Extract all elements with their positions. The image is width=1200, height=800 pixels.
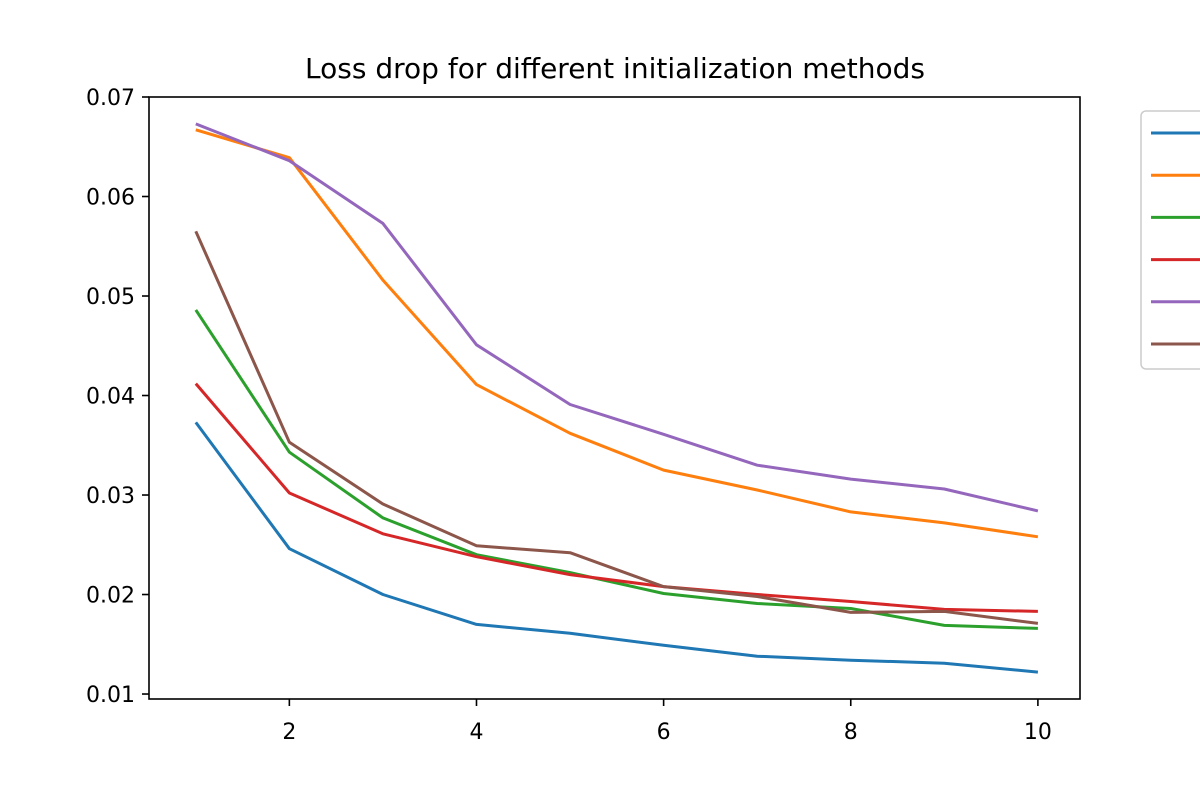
series-line-3 <box>194 309 1038 630</box>
y-tick-label: 0.03 <box>86 484 135 509</box>
legend <box>1140 110 1200 370</box>
x-tick-label: 6 <box>657 720 671 745</box>
series-line-6 <box>194 230 1039 625</box>
y-tick-label: 0.02 <box>86 584 135 609</box>
x-axis: 2 4 6 8 10 <box>282 699 1052 745</box>
series-line-5 <box>195 122 1039 513</box>
x-tick-label: 2 <box>282 720 296 745</box>
x-tick-label: 8 <box>844 720 858 745</box>
y-axis: 0.01 0.02 0.03 0.04 0.05 0.06 0.07 <box>86 86 149 708</box>
y-tick-label: 0.01 <box>86 683 135 708</box>
y-tick-label: 0.06 <box>86 186 135 211</box>
legend-box <box>1140 110 1200 370</box>
x-tick-label: 4 <box>469 720 483 745</box>
y-tick-label: 0.07 <box>86 86 135 111</box>
y-tick-label: 0.04 <box>86 385 135 410</box>
series-line-1 <box>194 421 1039 674</box>
series-line-2 <box>195 128 1039 539</box>
x-tick-label: 10 <box>1024 720 1052 745</box>
plot-frame <box>148 96 1081 700</box>
series-layer <box>194 122 1039 674</box>
series-line-4 <box>194 382 1038 613</box>
chart-title: Loss drop for different initialization m… <box>305 52 925 85</box>
y-tick-label: 0.05 <box>86 285 135 310</box>
